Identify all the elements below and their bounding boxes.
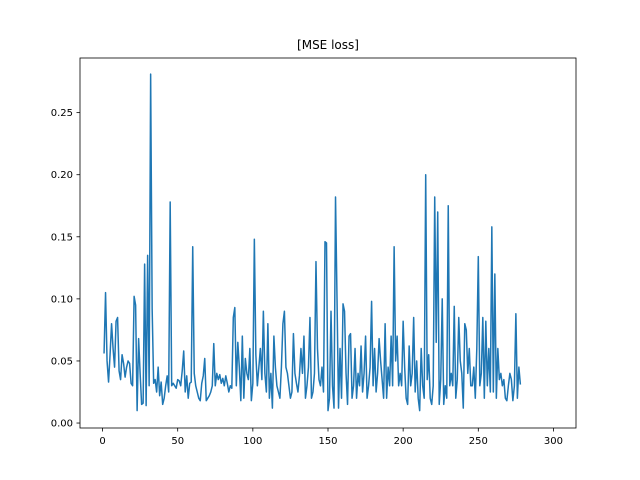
x-tick-label: 300 [544, 436, 563, 447]
y-tick-label: 0.15 [51, 232, 73, 243]
x-axis-ticks: 0 50 100 150 200 250 300 [99, 428, 563, 447]
x-tick-label: 0 [99, 436, 105, 447]
y-tick-label: 0.00 [51, 419, 73, 430]
x-tick-label: 100 [243, 436, 262, 447]
y-tick-label: 0.20 [51, 170, 73, 181]
x-tick-label: 250 [469, 436, 488, 447]
chart-title: [MSE loss] [297, 38, 359, 52]
y-tick-label: 0.10 [51, 294, 73, 305]
series-line [103, 73, 522, 412]
y-tick-label: 0.25 [51, 108, 73, 119]
axes: 0 50 100 150 200 250 300 0.000.050.100.150.200… [51, 57, 577, 447]
x-tick-label: 200 [394, 436, 413, 447]
x-tick-label: 150 [318, 436, 337, 447]
y-axis-ticks: 0.00 0.05 0.10 0.15 0.20 0.25 [51, 108, 80, 430]
y-tick-label: 0.05 [51, 356, 73, 367]
x-tick-label: 50 [171, 436, 184, 447]
